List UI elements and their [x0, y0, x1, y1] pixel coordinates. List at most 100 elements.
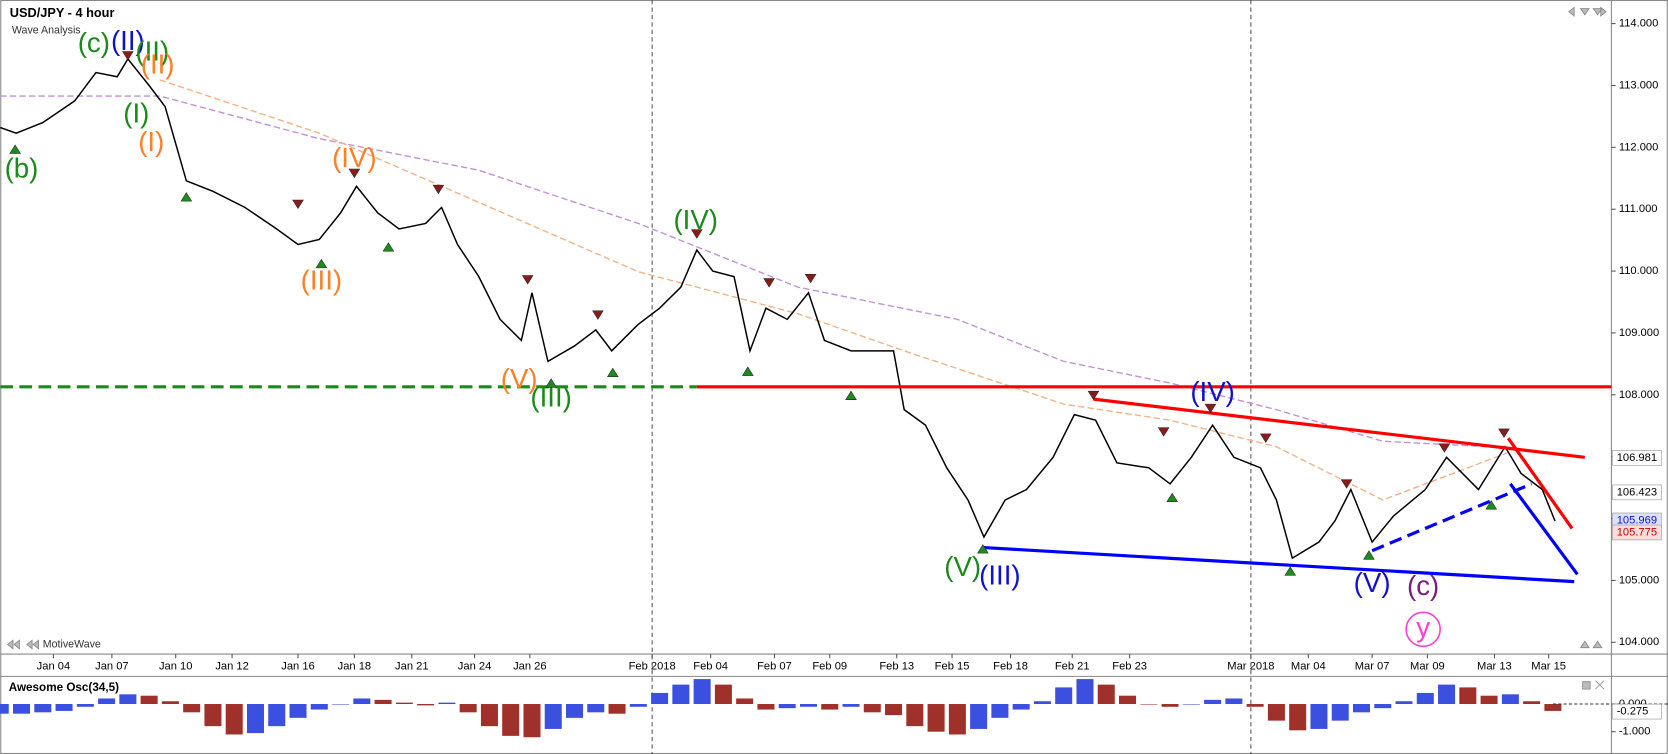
oscillator-bar — [651, 692, 669, 705]
oscillator-bar — [863, 704, 881, 713]
oscillator-bar — [459, 704, 477, 713]
pivot-marker — [432, 184, 445, 195]
wave-label: (IV) — [1190, 376, 1235, 407]
zoom[interactable] — [1579, 640, 1603, 649]
pivot-marker — [180, 192, 193, 202]
moving-average — [159, 79, 1511, 501]
oscillator-bar — [672, 684, 690, 705]
wave-label: (IV) — [332, 142, 377, 173]
pivot-marker — [315, 258, 328, 269]
price-tag-label: 105.775 — [1617, 526, 1657, 538]
oscillator-bar — [1416, 692, 1434, 705]
oscillator-bar — [970, 704, 988, 729]
panel-controls[interactable] — [1582, 680, 1605, 690]
wave-label: (V) — [1354, 567, 1391, 598]
nav-buttons[interactable] — [7, 6, 1607, 690]
oscillator-bar — [76, 704, 94, 707]
pivot-marker — [607, 367, 619, 378]
pivot-marker — [122, 51, 134, 61]
x-tick-label: Jan 04 — [37, 661, 71, 673]
pivot-marker — [521, 275, 534, 285]
chart-title: USD/JPY - 4 hour — [10, 5, 115, 20]
oscillator-bar — [1310, 704, 1328, 729]
oscillator-bar — [1033, 701, 1051, 705]
watermark: MotiveWave — [43, 638, 101, 650]
toolbar[interactable] — [1568, 6, 1607, 17]
wave-label: (V) — [501, 363, 538, 394]
oscillator-bar — [374, 699, 392, 705]
oscillator-bar — [544, 704, 562, 729]
y-tick-label: 109.000 — [1619, 327, 1659, 339]
oscillator-bar — [1544, 704, 1562, 711]
oscillator-bar — [310, 704, 328, 710]
pivot-marker — [1259, 433, 1272, 443]
y-tick-label: -1.000 — [1619, 726, 1651, 738]
oscillator-bar — [1204, 699, 1222, 705]
wave-label: (b) — [5, 153, 39, 184]
wave-label: (I) — [123, 97, 149, 128]
wave-label: (II) — [111, 25, 145, 56]
price-tag-label: 106.981 — [1617, 452, 1657, 464]
oscillator-bar — [1438, 684, 1456, 705]
pivot-marker — [845, 390, 857, 400]
oscillator-bar — [140, 695, 158, 705]
x-tick-label: Jan 16 — [281, 661, 315, 673]
pivot-marker — [292, 199, 304, 210]
moving-average — [0, 95, 1585, 458]
y-tick-label: 114.000 — [1619, 18, 1659, 30]
y-tick-label: 113.000 — [1619, 79, 1659, 91]
oscillator-bar — [714, 684, 732, 705]
pivot-marker — [804, 273, 817, 284]
trend-line — [983, 545, 1575, 584]
price-tag-label: 105.969 — [1617, 514, 1657, 526]
y-tick-label: 111.000 — [1619, 203, 1658, 215]
scroll-left[interactable] — [7, 639, 39, 650]
x-tick-label: Feb 13 — [879, 661, 914, 673]
oscillator-bar — [1140, 704, 1158, 705]
oscillator-bar — [1459, 687, 1477, 705]
oscillator-bar — [480, 704, 498, 727]
x-tick-label: Jan 24 — [458, 661, 492, 673]
pivot-marker — [742, 366, 754, 376]
wave-label: y — [1416, 612, 1430, 643]
oscillator-bar — [842, 704, 860, 707]
x-tick-label: Feb 15 — [935, 661, 970, 673]
pivot-marker — [1157, 427, 1170, 437]
pivot-marker — [1204, 403, 1217, 414]
oscillator-bar — [1352, 704, 1370, 713]
x-tick-label: Jan 18 — [338, 661, 372, 673]
oscillator-bar — [1097, 684, 1115, 705]
oscillator-bar — [1012, 704, 1030, 710]
oscillator-bar — [1331, 704, 1349, 721]
y-tick-label: 104.000 — [1619, 636, 1659, 648]
oscillator-bar — [204, 704, 222, 727]
oscillator-bar — [629, 704, 647, 707]
wave-label: (II) — [141, 49, 175, 80]
oscillator-bar — [1523, 701, 1541, 705]
wave-label: (I) — [138, 126, 164, 157]
oscillator-bar — [161, 701, 179, 705]
oscillator-bar — [1267, 704, 1285, 721]
wave-label: (c) — [78, 27, 110, 58]
oscillator-bar — [523, 704, 541, 738]
price-tag — [1612, 524, 1662, 541]
oscillator-bar — [778, 704, 796, 709]
oscillator-bar — [821, 704, 839, 710]
oscillator-bar — [1225, 698, 1243, 705]
oscillator-bar — [757, 704, 775, 710]
oscillator-bar — [906, 704, 924, 727]
oscillator-bar — [1161, 704, 1179, 707]
y-tick-label: 105.000 — [1619, 574, 1659, 586]
x-tick-label: Jan 10 — [159, 661, 193, 673]
wave-label: (V) — [944, 551, 981, 582]
oscillator-bar — [0, 704, 9, 714]
x-tick-label: Jan 07 — [95, 661, 129, 673]
oscillator-bar — [1374, 704, 1392, 709]
oscillator-bar — [1055, 687, 1073, 705]
x-tick-label: Jan 12 — [215, 661, 249, 673]
x-tick-label: Feb 09 — [812, 661, 847, 673]
x-tick-label: Mar 15 — [1531, 661, 1566, 673]
pivot-marker — [1340, 479, 1353, 489]
